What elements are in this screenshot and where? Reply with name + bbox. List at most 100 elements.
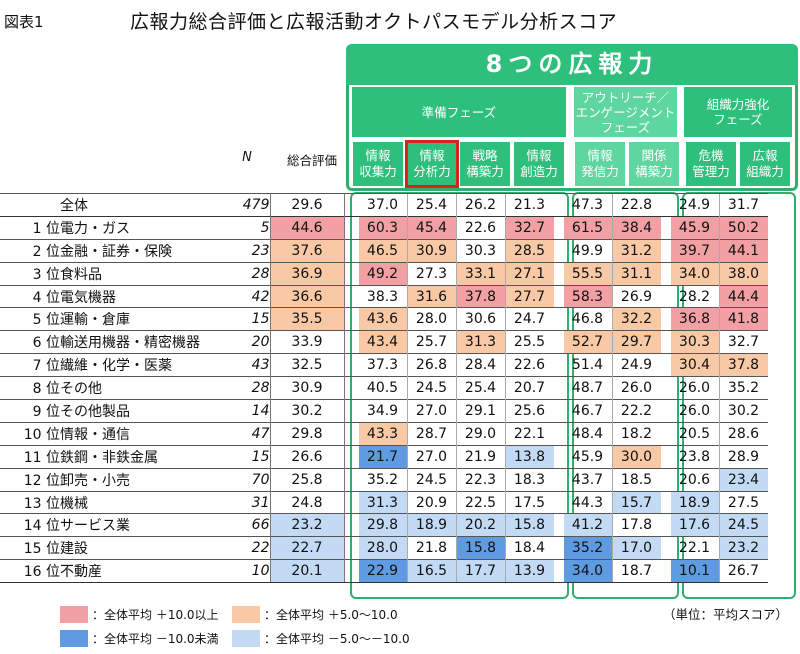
score-cell-pr-organization: 31.7: [718, 193, 768, 217]
spacer: [344, 330, 359, 354]
score-cell-info-analysis: 25.7: [406, 330, 456, 354]
group-gap: [660, 238, 671, 263]
n-cell: 20: [228, 330, 270, 354]
subheader-info-dissemination: 情報 発信力: [575, 142, 625, 186]
table-row: 8 位その他 28 30.9 40.5 24.5 25.4 20.7 48.7 26.0 26.0…: [0, 376, 768, 400]
total-score-cell: 35.5: [269, 307, 345, 331]
total-score-cell: 37.6: [269, 238, 345, 263]
group-gap: [553, 376, 564, 400]
group-gap: [553, 490, 564, 514]
n-cell: 43: [228, 353, 270, 377]
rank-cell: 5 位: [0, 307, 60, 331]
score-cell-info-gathering: 46.5: [358, 238, 407, 263]
legend-item: ：全体平均 －5.0〜－10.0: [232, 630, 410, 647]
group-gap: [660, 421, 671, 446]
rank-cell: 6 位: [0, 330, 60, 354]
group-gap: [553, 559, 564, 584]
score-cell-pr-organization: 41.8: [718, 307, 768, 331]
score-cell-info-gathering: 29.8: [358, 513, 407, 537]
group-gap: [553, 399, 564, 423]
rank-cell: 14 位: [0, 513, 60, 537]
rank-cell: 3 位: [0, 261, 60, 286]
score-cell-pr-organization: 23.2: [718, 536, 768, 560]
score-cell-info-analysis: 28.7: [406, 421, 456, 446]
industry-cell: 電力・ガス: [60, 215, 228, 240]
score-cell-crisis-management: 36.8: [670, 307, 719, 331]
score-cell-relationship-building: 18.5: [611, 467, 661, 492]
score-cell-info-dissemination: 52.7: [563, 330, 612, 354]
score-cell-pr-organization: 27.5: [718, 490, 768, 514]
n-cell: 15: [228, 444, 270, 469]
score-cell-crisis-management: 17.6: [670, 513, 719, 537]
score-cell-relationship-building: 31.1: [611, 261, 661, 286]
rank-cell: 13 位: [0, 490, 60, 514]
rank-cell: 10 位: [0, 421, 60, 446]
n-cell: 23: [228, 238, 270, 263]
group-gap: [553, 307, 564, 331]
group-gap: [553, 536, 564, 560]
score-cell-info-dissemination: 47.3: [563, 193, 612, 217]
group-gap: [553, 330, 564, 354]
score-cell-pr-organization: 23.4: [718, 467, 768, 492]
score-cell-strategy-building: 21.9: [455, 444, 505, 469]
phase-preparation: 準備フェーズ: [352, 87, 566, 137]
table-row: 4 位電気機器 42 36.6 38.3 31.6 37.8 27.7 58.3 26.9 28.…: [0, 284, 768, 308]
industry-cell: 卸売・小売: [60, 467, 228, 492]
unit-note: （単位：平均スコア）: [662, 607, 788, 622]
total-score-cell: 24.8: [269, 490, 345, 514]
subheader-crisis-management: 危機 管理力: [686, 142, 736, 186]
legend-swatch: [60, 606, 88, 623]
score-cell-info-gathering: 43.4: [358, 330, 407, 354]
subheader-relationship-building: 関係 構築力: [629, 142, 679, 186]
total-score-cell: 36.9: [269, 261, 345, 286]
score-cell-info-dissemination: 35.2: [563, 536, 612, 560]
score-cell-crisis-management: 24.9: [670, 193, 719, 217]
score-cell-strategy-building: 26.2: [455, 193, 505, 217]
score-cell-relationship-building: 15.7: [611, 490, 661, 514]
legend-label: ：全体平均 －10.0未満: [92, 632, 219, 646]
score-cell-pr-organization: 44.4: [718, 284, 768, 308]
score-cell-strategy-building: 29.1: [455, 399, 505, 423]
score-cell-info-gathering: 31.3: [358, 490, 407, 514]
group-gap: [660, 193, 671, 217]
rank-cell: 9 位: [0, 399, 60, 423]
score-cell-pr-organization: 24.5: [718, 513, 768, 537]
total-score-cell: 20.1: [269, 559, 345, 584]
score-cell-info-analysis: 30.9: [406, 238, 456, 263]
score-cell-info-creation: 18.3: [504, 467, 554, 492]
total-score-cell: 29.8: [269, 421, 345, 446]
group-gap: [553, 444, 564, 469]
score-cell-info-gathering: 28.0: [358, 536, 407, 560]
table-row: 全体 479 29.6 37.0 25.4 26.2 21.3 47.3 22.8 24.9 31.…: [0, 193, 768, 217]
legend-item: ：全体平均 －10.0未満: [60, 630, 219, 647]
spacer: [344, 261, 359, 286]
spacer: [344, 421, 359, 446]
group-gap: [660, 376, 671, 400]
group-gap: [553, 353, 564, 377]
score-cell-info-creation: 15.8: [504, 513, 554, 537]
score-cell-relationship-building: 32.2: [611, 307, 661, 331]
score-cell-pr-organization: 50.2: [718, 215, 768, 240]
industry-cell: サービス業: [60, 513, 228, 537]
industry-cell: 電気機器: [60, 284, 228, 308]
score-cell-info-analysis: 20.9: [406, 490, 456, 514]
score-cell-relationship-building: 22.8: [611, 193, 661, 217]
legend-item: ：全体平均 ＋5.0〜10.0: [232, 606, 398, 623]
n-cell: 14: [228, 399, 270, 423]
score-cell-pr-organization: 32.7: [718, 330, 768, 354]
score-cell-info-analysis: 24.5: [406, 376, 456, 400]
rank-cell: 4 位: [0, 284, 60, 308]
total-score-cell: 30.2: [269, 399, 345, 423]
phase-label: 準備フェーズ: [421, 104, 497, 120]
industry-cell: 鉄鋼・非鉄金属: [60, 444, 228, 469]
score-cell-relationship-building: 17.0: [611, 536, 661, 560]
rank-cell: 1 位: [0, 215, 60, 240]
score-cell-relationship-building: 31.2: [611, 238, 661, 263]
score-cell-info-creation: 18.4: [504, 536, 554, 560]
score-cell-strategy-building: 22.6: [455, 215, 505, 240]
score-cell-info-creation: 22.1: [504, 421, 554, 446]
spacer: [344, 376, 359, 400]
total-score-cell: 33.9: [269, 330, 345, 354]
score-cell-info-analysis: 28.0: [406, 307, 456, 331]
total-score-cell: 26.6: [269, 444, 345, 469]
